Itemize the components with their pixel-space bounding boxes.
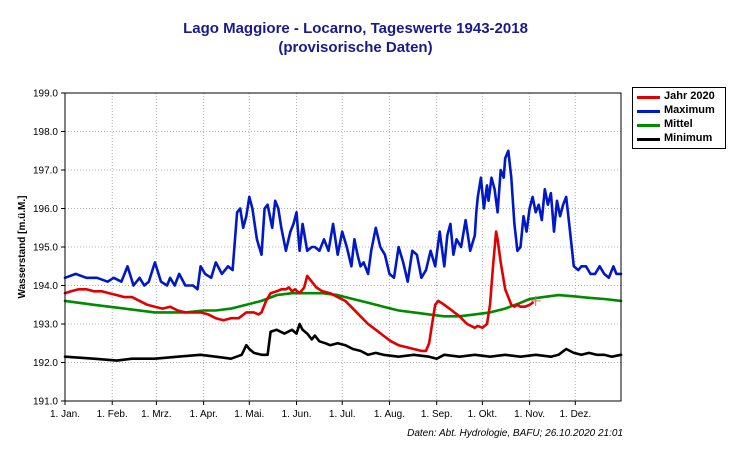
x-tick-label: 1. Nov. (514, 409, 545, 420)
series-line-jahr-2020 (63, 230, 534, 353)
plot-frame (64, 92, 622, 402)
y-tick-label: 198.0 (33, 127, 58, 138)
x-tick-label: 1. Sep. (421, 409, 453, 420)
series-line-mittel (63, 291, 623, 318)
legend-label-jahr-2020: Jahr 2020 (664, 90, 715, 102)
legend-label-minimum: Minimum (664, 132, 713, 144)
y-tick-label: 195.0 (33, 243, 58, 254)
x-tick-label: 1. Aug. (374, 409, 405, 420)
x-tick-label: 1. Jul. (329, 409, 356, 420)
legend: Jahr 2020 Maximum Mittel Minimum (632, 87, 726, 149)
y-tick-label: 196.0 (33, 204, 58, 215)
legend-swatch-mittel (637, 124, 660, 127)
x-tick-label: 1. Apr. (189, 409, 217, 420)
legend-label-mittel: Mittel (664, 118, 693, 130)
x-tick-label: 1. Feb. (97, 409, 128, 420)
legend-label-maximum: Maximum (664, 104, 715, 116)
plot-area (65, 93, 621, 401)
legend-swatch-maximum (637, 110, 660, 113)
y-tick-label: 197.0 (33, 166, 58, 177)
legend-swatch-jahr-2020 (637, 96, 660, 99)
series-line-minimum (63, 322, 623, 362)
chart-title: Lago Maggiore - Locarno, Tageswerte 1943… (183, 20, 528, 37)
legend-swatch-minimum (637, 138, 660, 141)
y-tick-label: 194.0 (33, 281, 58, 292)
y-tick-label: 193.0 (33, 320, 58, 331)
x-tick-label: 1. Okt. (468, 409, 497, 420)
y-tick-label: 191.0 (33, 397, 58, 408)
x-tick-label: 1. Dez. (559, 409, 591, 420)
y-tick-label: 199.0 (33, 89, 58, 100)
chart-subtitle: (provisorische Daten) (278, 39, 433, 56)
series-line-maximum (63, 149, 623, 291)
x-tick-label: 1. Jun. (282, 409, 312, 420)
y-axis-label: Wasserstand [m.ü.M.] (17, 196, 28, 299)
y-tick-label: 192.0 (33, 358, 58, 369)
x-tick-label: 1. Mai. (234, 409, 264, 420)
data-source-footer: Daten: Abt. Hydrologie, BAFU; 26.10.2020… (407, 428, 623, 439)
x-tick-label: 1. Mrz. (141, 409, 172, 420)
x-tick-label: 1. Jan. (50, 409, 80, 420)
